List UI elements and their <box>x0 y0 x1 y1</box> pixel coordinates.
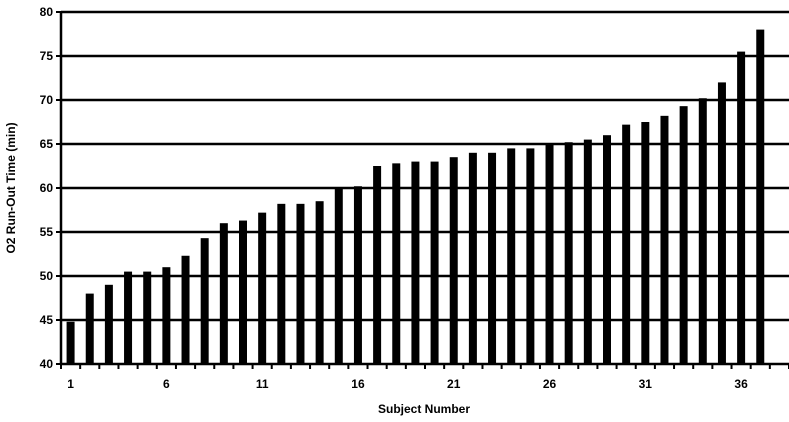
x-tick-label: 6 <box>163 377 170 391</box>
bar <box>143 271 152 364</box>
y-tick-label: 50 <box>40 269 54 283</box>
bar <box>104 284 113 364</box>
x-tick-label: 1 <box>67 377 74 391</box>
bar <box>258 212 267 364</box>
bar <box>296 203 305 364</box>
x-tick-label: 21 <box>447 377 461 391</box>
y-tick-label: 55 <box>40 225 54 239</box>
bar <box>449 157 458 364</box>
bar <box>85 293 94 364</box>
x-axis-title: Subject Number <box>378 402 470 416</box>
bar <box>66 321 75 364</box>
x-tick-label: 31 <box>639 377 653 391</box>
bar <box>583 139 592 364</box>
bar <box>430 161 439 364</box>
y-tick-label: 40 <box>40 357 54 371</box>
y-tick-labels: 40 45 50 55 60 65 70 75 80 <box>40 5 54 371</box>
bar <box>334 188 343 364</box>
bar <box>181 255 190 364</box>
bar <box>756 29 765 364</box>
bar <box>315 201 324 364</box>
bar <box>200 238 209 364</box>
y-tick-label: 60 <box>40 181 54 195</box>
bar <box>603 135 611 364</box>
bar <box>239 220 247 364</box>
bar <box>545 144 554 364</box>
bar <box>622 124 631 364</box>
bar <box>468 152 477 364</box>
bar <box>660 115 669 364</box>
bar <box>717 82 726 365</box>
y-axis-title: O2 Run-Out Time (min) <box>4 122 18 253</box>
x-tick-label: 16 <box>351 377 365 391</box>
bar <box>488 152 497 364</box>
bar <box>219 223 228 364</box>
x-tick-label: 11 <box>256 377 269 391</box>
axes <box>56 11 789 369</box>
bar <box>526 148 535 364</box>
y-tick-label: 65 <box>40 137 54 151</box>
bars <box>66 29 765 365</box>
bar <box>392 163 401 364</box>
x-tick-labels: 1 6 11 16 21 26 31 36 <box>67 377 748 391</box>
bar <box>698 98 707 365</box>
y-tick-label: 75 <box>40 49 54 63</box>
y-tick-label: 70 <box>40 93 54 107</box>
bar <box>353 186 362 364</box>
bar <box>411 161 420 364</box>
bar <box>737 51 746 364</box>
bar <box>373 166 382 364</box>
bar <box>162 267 171 364</box>
bar <box>679 106 688 364</box>
x-tick-label: 36 <box>734 377 748 391</box>
bar <box>564 142 573 364</box>
bar <box>277 203 286 364</box>
x-tick-label: 26 <box>543 377 557 391</box>
bar <box>507 148 516 364</box>
bar <box>641 122 650 364</box>
bar <box>124 271 133 364</box>
y-tick-label: 80 <box>40 5 54 19</box>
y-tick-label: 45 <box>40 313 54 327</box>
